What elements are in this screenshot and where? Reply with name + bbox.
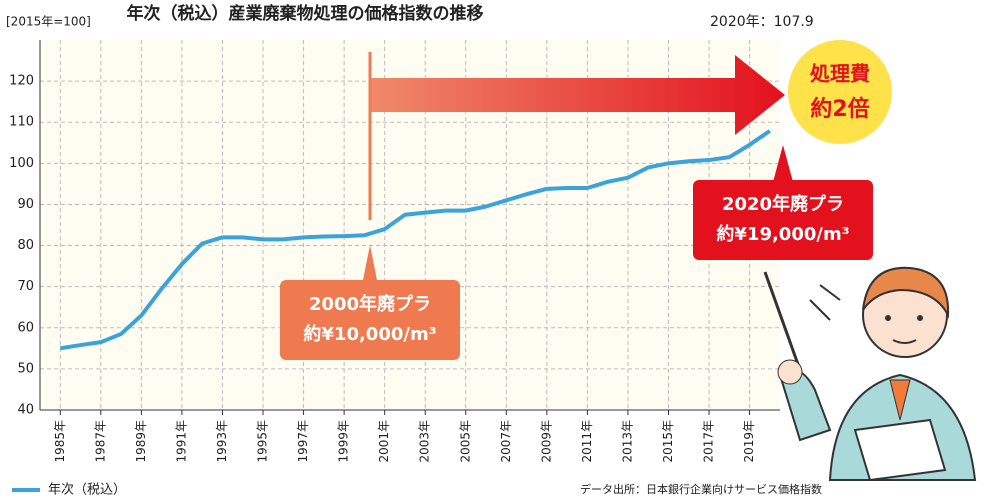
- line: [59, 129, 771, 351]
- x-tick-label: 1995年: [256, 420, 270, 463]
- legend-label: 年次（税込）: [48, 482, 126, 498]
- x-tick-label: 2003年: [418, 420, 432, 463]
- y-tick-label: 50: [17, 361, 34, 376]
- x-tick-label: 1993年: [215, 420, 229, 463]
- callout-text: 約¥19,000/m³: [716, 223, 849, 245]
- unit-label: [2015年=100]: [6, 15, 91, 29]
- x-tick-label: 1999年: [337, 420, 351, 463]
- x-tick-label: 1985年: [53, 420, 67, 463]
- x-tick-label: 2007年: [499, 420, 513, 463]
- x-tick-label: 1987年: [93, 420, 107, 463]
- y-tick-label: 100: [9, 156, 34, 171]
- callout-box: [280, 280, 460, 360]
- x-tick-label: 2019年: [742, 420, 756, 463]
- x-tick-label: 2017年: [702, 420, 716, 463]
- y-tick-label: 40: [17, 403, 34, 418]
- x-tick-label: 2001年: [377, 420, 391, 463]
- y-tick-label: 90: [17, 197, 34, 212]
- chart-title: 年次（税込）産業廃棄物処理の価格指数の推移: [127, 3, 484, 24]
- presenter: [763, 266, 977, 482]
- x-tick-label: 2015年: [661, 420, 675, 463]
- badge-text: 処理費: [810, 62, 870, 86]
- x-tick-label: 1989年: [134, 420, 148, 463]
- source: データ出所：日本銀行企業向けサービス価格指数: [580, 482, 822, 496]
- y-tick-label: 60: [17, 320, 34, 335]
- callout-text: 2020年廃プラ: [722, 193, 844, 215]
- x-tick-label: 2009年: [539, 420, 553, 463]
- x-tick-label: 2013年: [620, 420, 634, 463]
- y-tick-label: 110: [9, 115, 34, 130]
- callout-box: [693, 180, 873, 260]
- y-tick-label: 70: [17, 279, 34, 294]
- latest-label: 2020年：107.9: [710, 14, 814, 30]
- badge-text: 約2倍: [810, 96, 869, 122]
- callout-text: 約¥10,000/m³: [303, 323, 436, 345]
- callout-text: 2000年廃プラ: [309, 293, 431, 315]
- callout-pointer: [363, 245, 377, 280]
- x-tick-label: 2011年: [580, 420, 594, 463]
- x-tick-label: 1991年: [174, 420, 188, 463]
- x-tick-label: 1997年: [296, 420, 310, 463]
- x-tick-label: 2005年: [458, 420, 472, 463]
- callout-pointer: [773, 145, 793, 182]
- y-tick-label: 120: [9, 74, 34, 89]
- badge-circle: [788, 40, 892, 144]
- arrow: [370, 55, 785, 135]
- y-tick-label: 80: [17, 238, 34, 253]
